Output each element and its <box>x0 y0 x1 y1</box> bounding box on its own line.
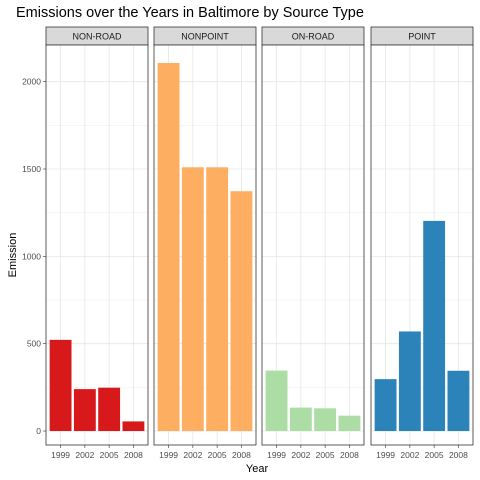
x-tick-label: 2002 <box>183 450 202 460</box>
x-axis-title: Year <box>246 463 269 475</box>
facet-label-point: POINT <box>408 32 436 42</box>
bar-on-road-2005 <box>314 408 337 432</box>
bar-point-2002 <box>398 331 421 432</box>
x-tick-label: 2002 <box>400 450 419 460</box>
y-axis-title: Emission <box>7 233 19 278</box>
x-tick-label: 2008 <box>232 450 251 460</box>
bar-nonpoint-1999 <box>157 62 180 432</box>
x-tick-label: 1999 <box>159 450 178 460</box>
x-tick-label: 2008 <box>449 450 468 460</box>
x-tick-label: 1999 <box>51 450 70 460</box>
bar-on-road-2002 <box>289 407 312 432</box>
facet-label-nonpoint: NONPOINT <box>181 32 229 42</box>
panel-border-nonpoint <box>153 44 257 446</box>
bar-on-road-1999 <box>265 370 288 432</box>
bar-non-road-2002 <box>73 389 96 432</box>
facet-label-on-road: ON-ROAD <box>292 32 335 42</box>
bar-non-road-2008 <box>122 421 145 432</box>
y-tick-label: 1000 <box>22 251 41 261</box>
panel-border-non-road <box>45 44 149 446</box>
x-tick-label: 2005 <box>208 450 227 460</box>
y-tick-label: 1500 <box>22 164 41 174</box>
panel-border-point <box>370 44 474 446</box>
x-tick-label: 2002 <box>75 450 94 460</box>
x-tick-label: 2005 <box>100 450 119 460</box>
bar-non-road-2005 <box>98 387 121 432</box>
bar-non-road-1999 <box>49 339 72 432</box>
bar-point-1999 <box>374 379 397 432</box>
x-tick-label: 2008 <box>340 450 359 460</box>
y-tick-label: 2000 <box>22 77 41 87</box>
bar-point-2005 <box>423 220 446 432</box>
x-tick-label: 2008 <box>124 450 143 460</box>
panel-border-on-road <box>261 44 365 446</box>
facet-label-non-road: NON-ROAD <box>73 32 122 42</box>
y-tick-label: 0 <box>36 426 41 436</box>
x-tick-label: 2002 <box>291 450 310 460</box>
x-tick-label: 2005 <box>316 450 335 460</box>
bar-on-road-2008 <box>338 415 361 432</box>
bar-nonpoint-2002 <box>181 167 204 432</box>
bar-point-2008 <box>447 370 470 432</box>
y-tick-label: 500 <box>27 339 41 349</box>
x-tick-label: 1999 <box>267 450 286 460</box>
bar-nonpoint-2005 <box>206 167 229 432</box>
x-tick-label: 1999 <box>376 450 395 460</box>
x-tick-label: 2005 <box>425 450 444 460</box>
bar-nonpoint-2008 <box>230 191 253 432</box>
chart-title: Emissions over the Years in Baltimore by… <box>16 5 364 21</box>
